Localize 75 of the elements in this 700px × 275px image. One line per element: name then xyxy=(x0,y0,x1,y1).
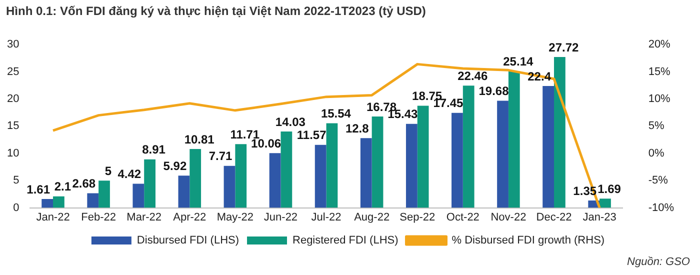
bar xyxy=(132,184,144,208)
x-tick-label: Mar-22 xyxy=(126,211,162,224)
y-tick-label: 25 xyxy=(6,66,20,78)
y2-tick-label: 20% xyxy=(648,38,671,51)
y-tick-label: 20 xyxy=(6,93,20,106)
data-label: 5.92 xyxy=(163,158,187,173)
bar xyxy=(542,86,554,208)
data-label: 27.72 xyxy=(548,40,580,54)
bar xyxy=(462,86,474,208)
y-tick-label: 15 xyxy=(6,120,20,132)
y-tick-label: 0 xyxy=(13,202,20,214)
data-label: 22.46 xyxy=(458,68,488,83)
bar xyxy=(224,166,236,208)
y2-tick-label: 5% xyxy=(648,120,664,132)
legend-label: Disbursed FDI (LHS) xyxy=(136,234,240,247)
y2-tick-label: -10% xyxy=(648,202,674,214)
bar xyxy=(190,148,202,208)
data-label: 15.54 xyxy=(320,106,352,121)
data-label: 1.61 xyxy=(26,182,50,196)
x-tick-label: Dec-22 xyxy=(536,211,572,224)
bar xyxy=(452,112,463,208)
data-label: 2.1 xyxy=(54,180,72,194)
y-tick-label: 5 xyxy=(13,174,20,187)
x-tick-label: Jan-23 xyxy=(582,211,616,224)
bar xyxy=(508,71,520,208)
data-label: 14.03 xyxy=(275,114,306,129)
bar xyxy=(178,176,190,208)
bar xyxy=(144,159,156,208)
data-label: 2.68 xyxy=(72,176,96,191)
data-label: 11.57 xyxy=(296,128,327,142)
x-tick-label: Sep-22 xyxy=(400,211,436,224)
bar xyxy=(314,144,326,208)
bar xyxy=(98,180,110,208)
bar xyxy=(87,193,99,208)
y2-tick-label: 10% xyxy=(648,93,671,106)
x-tick-label: Aug-22 xyxy=(354,211,390,224)
bar xyxy=(417,106,429,208)
bar xyxy=(235,144,247,208)
data-label: 4.42 xyxy=(118,167,142,182)
y2-tick-label: 0% xyxy=(648,147,664,160)
x-tick-label: Jan-22 xyxy=(36,211,70,224)
data-label: 5 xyxy=(104,164,112,178)
y2-tick-label: 15% xyxy=(648,66,671,78)
data-label: 1.69 xyxy=(598,182,622,196)
data-label: 25.14 xyxy=(503,54,534,68)
data-label: 19.68 xyxy=(478,84,510,98)
bar xyxy=(497,100,508,208)
x-tick-label: Feb-22 xyxy=(81,211,116,224)
x-tick-label: Jul-22 xyxy=(311,211,342,224)
data-label: 7.71 xyxy=(208,149,232,164)
legend-label: Registered FDI (LHS) xyxy=(292,234,398,247)
chart-title: Hình 0.1: Vốn FDI đăng ký và thực hiện tại Việt Nam 2022-1T2023 (tỷ USD) xyxy=(5,3,427,20)
data-label: 12.8 xyxy=(345,121,370,136)
bar xyxy=(42,199,54,208)
bar xyxy=(53,196,64,208)
bar xyxy=(360,138,372,208)
x-tick-label: Apr-22 xyxy=(173,211,206,224)
data-label: 8.91 xyxy=(142,142,166,157)
data-label: 10.81 xyxy=(184,132,215,146)
x-tick-label: Oct-22 xyxy=(446,211,480,224)
y-tick-label: 10 xyxy=(6,147,20,160)
bar xyxy=(326,123,338,208)
text: Nguồn: GSO xyxy=(626,256,691,268)
bar xyxy=(372,116,384,208)
bar xyxy=(406,124,418,208)
x-tick-label: Nov-22 xyxy=(490,211,526,224)
y-tick-label: 30 xyxy=(6,38,20,51)
bar xyxy=(280,131,292,208)
x-tick-label: Jun-22 xyxy=(264,211,298,224)
legend-label: % Disbursed FDI growth (RHS) xyxy=(452,234,605,247)
bar xyxy=(600,198,611,208)
x-tick-label: May-22 xyxy=(216,211,254,224)
y2-tick-label: -5% xyxy=(648,174,668,187)
bar xyxy=(554,57,566,208)
bar xyxy=(269,153,281,208)
